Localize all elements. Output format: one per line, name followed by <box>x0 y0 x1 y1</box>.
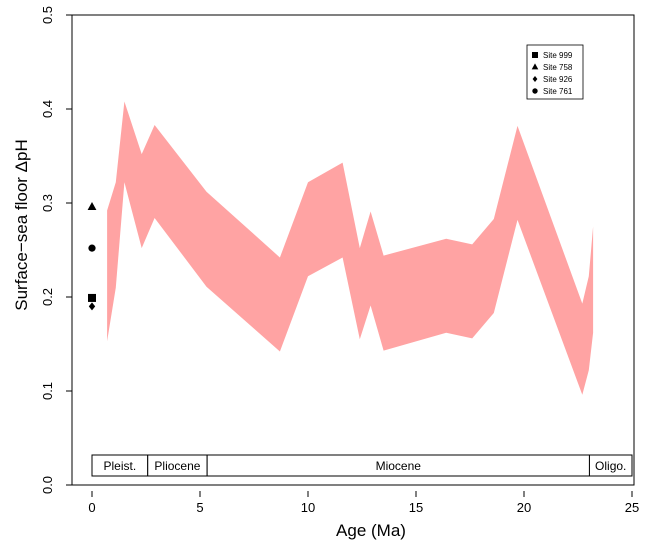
x-tick-label: 25 <box>625 500 639 515</box>
x-axis-title: Age (Ma) <box>336 521 406 540</box>
epoch-cell <box>588 454 633 477</box>
legend-label: Site 999 <box>543 51 573 60</box>
y-tick-label: 0.4 <box>40 100 55 118</box>
x-tick-label: 10 <box>301 500 315 515</box>
x-tick-label: 0 <box>88 500 95 515</box>
y-tick-label: 0.0 <box>40 476 55 494</box>
y-tick-label: 0.2 <box>40 288 55 306</box>
legend-marker-site-758 <box>531 63 539 70</box>
y-tick-label: 0.3 <box>40 194 55 212</box>
legend: Site 999 Site 758 Site 926 Site 761 <box>526 44 584 100</box>
legend-label: Site 761 <box>543 87 573 96</box>
x-tick-label: 5 <box>196 500 203 515</box>
legend-marker-site-926 <box>532 76 538 82</box>
points-layer <box>87 201 97 311</box>
data-point-site-758 <box>87 201 97 210</box>
data-point-site-761 <box>88 244 96 252</box>
x-tick-label: 15 <box>409 500 423 515</box>
legend-label: Site 758 <box>543 63 573 72</box>
data-point-site-926 <box>88 302 96 311</box>
y-tick-label: 0.1 <box>40 382 55 400</box>
epoch-label: Miocene <box>376 459 422 473</box>
x-tick-label: 20 <box>517 500 531 515</box>
data-point-site-999 <box>88 293 96 302</box>
y-axis-title: Surface−sea floor ΔpH <box>12 139 31 311</box>
x-axis: 0 5 10 15 20 25 <box>88 491 639 515</box>
legend-marker-site-999 <box>532 52 538 58</box>
epoch-bar: Pleist. Pliocene Miocene Oligo. <box>91 454 633 477</box>
epoch-label: Pleist. <box>104 459 137 473</box>
plot-frame <box>71 14 635 486</box>
y-tick-label: 0.5 <box>40 6 55 24</box>
band-layer <box>107 101 594 395</box>
legend-marker-site-761 <box>532 88 538 94</box>
legend-label: Site 926 <box>543 75 573 84</box>
epoch-label: Pliocene <box>154 459 200 473</box>
y-axis: 0.0 0.1 0.2 0.3 0.4 0.5 <box>40 6 72 494</box>
epoch-label: Oligo. <box>595 459 626 473</box>
ph-range-band <box>107 101 594 395</box>
